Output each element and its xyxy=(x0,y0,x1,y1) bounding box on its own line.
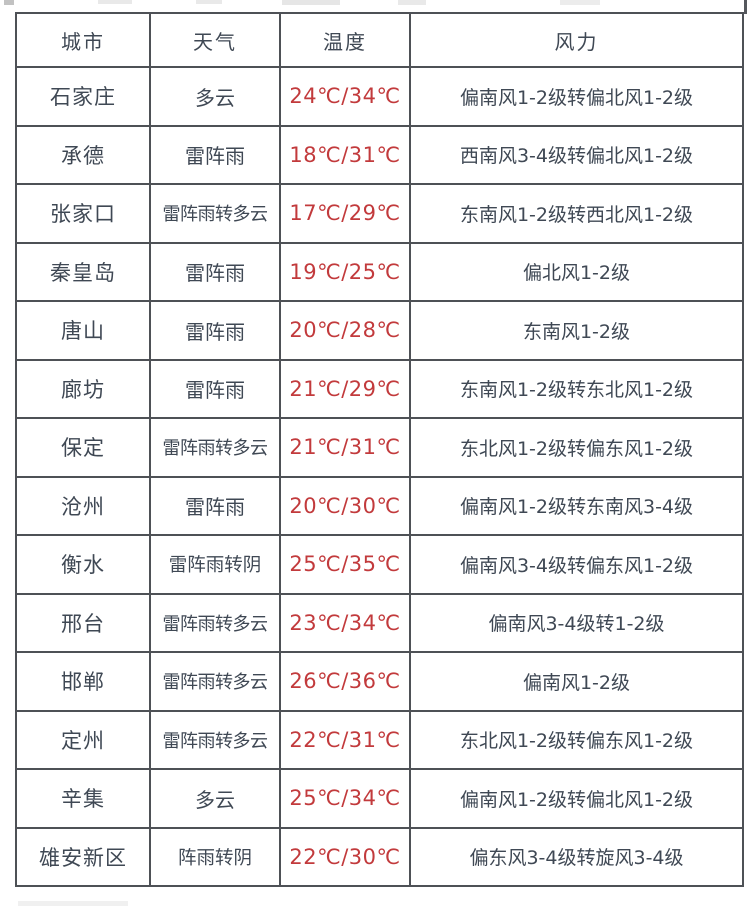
header-weather: 天气 xyxy=(149,12,281,68)
weather-table: 城市 天气 温度 风力 石家庄 多云 24℃/34℃ 偏南风1-2级转偏北风1-2级承… xyxy=(15,12,744,887)
temp-cell: 22℃/31℃ xyxy=(279,709,411,770)
city-cell: 承德 xyxy=(15,124,151,185)
weather-cell: 雷阵雨 xyxy=(149,475,281,536)
table-header: 城市 天气 温度 风力 xyxy=(15,12,744,68)
table-row: 张家口 雷阵雨转多云 17℃/29℃ 东南风1-2级转西北风1-2级 xyxy=(15,183,744,244)
temp-cell: 21℃/31℃ xyxy=(279,417,411,478)
crop-artifact xyxy=(744,0,747,14)
weather-cell: 雷阵雨 xyxy=(149,358,281,419)
table-row: 唐山 雷阵雨 20℃/28℃ 东南风1-2级 xyxy=(15,300,744,361)
wind-cell: 西南风3-4级转偏北风1-2级 xyxy=(409,124,744,185)
temp-cell: 20℃/28℃ xyxy=(279,300,411,361)
temp-cell: 26℃/36℃ xyxy=(279,651,411,712)
wind-cell: 偏南风1-2级转偏北风1-2级 xyxy=(409,768,744,829)
table-row: 沧州 雷阵雨 20℃/30℃ 偏南风1-2级转东南风3-4级 xyxy=(15,475,744,536)
weather-cell: 多云 xyxy=(149,768,281,829)
weather-cell: 多云 xyxy=(149,66,281,127)
temp-cell: 21℃/29℃ xyxy=(279,358,411,419)
table-row: 廊坊 雷阵雨 21℃/29℃ 东南风1-2级转东北风1-2级 xyxy=(15,358,744,419)
city-cell: 邢台 xyxy=(15,592,151,653)
temp-cell: 20℃/30℃ xyxy=(279,475,411,536)
header-city: 城市 xyxy=(15,12,151,68)
crop-artifact xyxy=(4,0,14,5)
table-row: 定州 雷阵雨转多云 22℃/31℃ 东北风1-2级转偏东风1-2级 xyxy=(15,709,744,770)
wind-cell: 偏南风1-2级转偏北风1-2级 xyxy=(409,66,744,127)
city-cell: 沧州 xyxy=(15,475,151,536)
temp-cell: 17℃/29℃ xyxy=(279,183,411,244)
header-wind: 风力 xyxy=(409,12,744,68)
header-temp: 温度 xyxy=(279,12,411,68)
wind-cell: 东南风1-2级转西北风1-2级 xyxy=(409,183,744,244)
weather-cell: 阵雨转阴 xyxy=(149,826,281,887)
city-cell: 邯郸 xyxy=(15,651,151,712)
weather-cell: 雷阵雨转阴 xyxy=(149,534,281,595)
wind-cell: 偏东风3-4级转旋风3-4级 xyxy=(409,826,744,887)
city-cell: 秦皇岛 xyxy=(15,241,151,302)
city-cell: 辛集 xyxy=(15,768,151,829)
wind-cell: 偏南风1-2级转东南风3-4级 xyxy=(409,475,744,536)
city-cell: 唐山 xyxy=(15,300,151,361)
temp-cell: 18℃/31℃ xyxy=(279,124,411,185)
temp-cell: 25℃/34℃ xyxy=(279,768,411,829)
crop-artifact xyxy=(98,0,132,4)
weather-cell: 雷阵雨转多云 xyxy=(149,417,281,478)
crop-artifact xyxy=(196,0,222,4)
city-cell: 定州 xyxy=(15,709,151,770)
city-cell: 石家庄 xyxy=(15,66,151,127)
wind-cell: 偏北风1-2级 xyxy=(409,241,744,302)
crop-artifact xyxy=(560,0,600,5)
weather-cell: 雷阵雨转多云 xyxy=(149,709,281,770)
weather-cell: 雷阵雨 xyxy=(149,241,281,302)
table-row: 衡水 雷阵雨转阴 25℃/35℃ 偏南风3-4级转偏东风1-2级 xyxy=(15,534,744,595)
weather-cell: 雷阵雨转多云 xyxy=(149,651,281,712)
crop-artifact xyxy=(18,901,128,906)
table-row: 石家庄 多云 24℃/34℃ 偏南风1-2级转偏北风1-2级 xyxy=(15,66,744,127)
header-row: 城市 天气 温度 风力 xyxy=(15,12,744,68)
city-cell: 保定 xyxy=(15,417,151,478)
wind-cell: 东南风1-2级 xyxy=(409,300,744,361)
weather-cell: 雷阵雨转多云 xyxy=(149,592,281,653)
city-cell: 张家口 xyxy=(15,183,151,244)
wind-cell: 东南风1-2级转东北风1-2级 xyxy=(409,358,744,419)
weather-cell: 雷阵雨 xyxy=(149,300,281,361)
table-row: 秦皇岛 雷阵雨 19℃/25℃ 偏北风1-2级 xyxy=(15,241,744,302)
temp-cell: 23℃/34℃ xyxy=(279,592,411,653)
table-row: 雄安新区 阵雨转阴 22℃/30℃ 偏东风3-4级转旋风3-4级 xyxy=(15,826,744,887)
table-row: 邢台 雷阵雨转多云 23℃/34℃ 偏南风3-4级转1-2级 xyxy=(15,592,744,653)
weather-table-body: 石家庄 多云 24℃/34℃ 偏南风1-2级转偏北风1-2级 承德 雷阵雨 18℃/31℃ 西… xyxy=(15,66,744,887)
wind-cell: 偏南风3-4级转偏东风1-2级 xyxy=(409,534,744,595)
wind-cell: 偏南风3-4级转1-2级 xyxy=(409,592,744,653)
table-row: 邯郸 雷阵雨转多云 26℃/36℃ 偏南风1-2级 xyxy=(15,651,744,712)
weather-cell: 雷阵雨 xyxy=(149,124,281,185)
table-row: 承德 雷阵雨 18℃/31℃ 西南风3-4级转偏北风1-2级 xyxy=(15,124,744,185)
table-row: 保定 雷阵雨转多云 21℃/31℃ 东北风1-2级转偏东风1-2级 xyxy=(15,417,744,478)
weather-cell: 雷阵雨转多云 xyxy=(149,183,281,244)
wind-cell: 偏南风1-2级 xyxy=(409,651,744,712)
temp-cell: 24℃/34℃ xyxy=(279,66,411,127)
temp-cell: 19℃/25℃ xyxy=(279,241,411,302)
wind-cell: 东北风1-2级转偏东风1-2级 xyxy=(409,709,744,770)
temp-cell: 22℃/30℃ xyxy=(279,826,411,887)
wind-cell: 东北风1-2级转偏东风1-2级 xyxy=(409,417,744,478)
table-row: 辛集 多云 25℃/34℃ 偏南风1-2级转偏北风1-2级 xyxy=(15,768,744,829)
city-cell: 衡水 xyxy=(15,534,151,595)
temp-cell: 25℃/35℃ xyxy=(279,534,411,595)
crop-artifact xyxy=(282,0,340,5)
city-cell: 雄安新区 xyxy=(15,826,151,887)
city-cell: 廊坊 xyxy=(15,358,151,419)
crop-artifact xyxy=(398,0,426,5)
